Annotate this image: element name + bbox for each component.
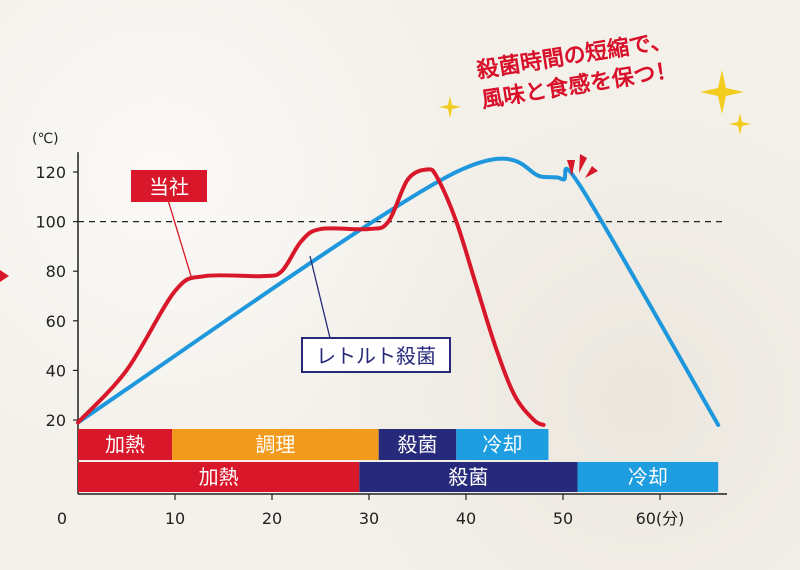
callout-label-retort: レトルト殺菌 (316, 344, 436, 368)
band-label: 殺菌 (398, 433, 438, 457)
series-lines (76, 156, 721, 427)
callout-leader-retort (309, 255, 331, 339)
y-tick-label: 120 (35, 163, 66, 182)
x-tick-label: 40 (456, 509, 476, 528)
y-tick-label: 80 (46, 262, 66, 281)
callout-leader-ours (167, 199, 192, 277)
band-segment (359, 462, 578, 492)
band-segment (378, 429, 457, 460)
band-label: 殺菌 (448, 465, 488, 489)
annotation: 殺菌時間の短縮で、 風味と食感を保つ！ (475, 27, 679, 113)
x-ticks: 0 10 20 30 40 50 60(分) (57, 494, 685, 528)
series-line-retort (76, 156, 721, 427)
sparkle-icon (439, 70, 751, 135)
left-arrow-icon (0, 270, 9, 282)
x-tick-label: 50 (553, 509, 573, 528)
band-segment (456, 429, 549, 460)
y-axis-unit: (℃) (32, 131, 59, 147)
band-label: 冷却 (482, 433, 522, 457)
callout-box-ours (131, 170, 207, 202)
x-tick-label: 0 (57, 509, 67, 528)
emphasis-marks-icon (567, 154, 598, 178)
y-ticks: 20 40 60 80 100 120 (35, 163, 78, 430)
callout-label-ours: 当社 (149, 175, 189, 199)
x-tick-label: 30 (359, 509, 379, 528)
y-tick-label: 100 (35, 213, 66, 232)
band-label: 加熱 (105, 433, 145, 457)
y-tick-label: 20 (46, 411, 66, 430)
x-tick-label: 10 (165, 509, 185, 528)
callout-box-retort (301, 337, 451, 373)
band-label: 冷却 (628, 465, 668, 489)
band-segment (78, 462, 360, 492)
band-segment (172, 429, 379, 460)
x-tick-label: 20 (262, 509, 282, 528)
band-segment (78, 429, 173, 460)
band-label: 加熱 (199, 465, 239, 489)
band-segment (577, 462, 719, 492)
x-tick-label: 60(分) (636, 509, 685, 528)
series-line-ours (76, 167, 546, 427)
y-tick-label: 60 (46, 312, 66, 331)
band-label: 調理 (255, 433, 295, 457)
y-tick-label: 40 (46, 361, 66, 380)
